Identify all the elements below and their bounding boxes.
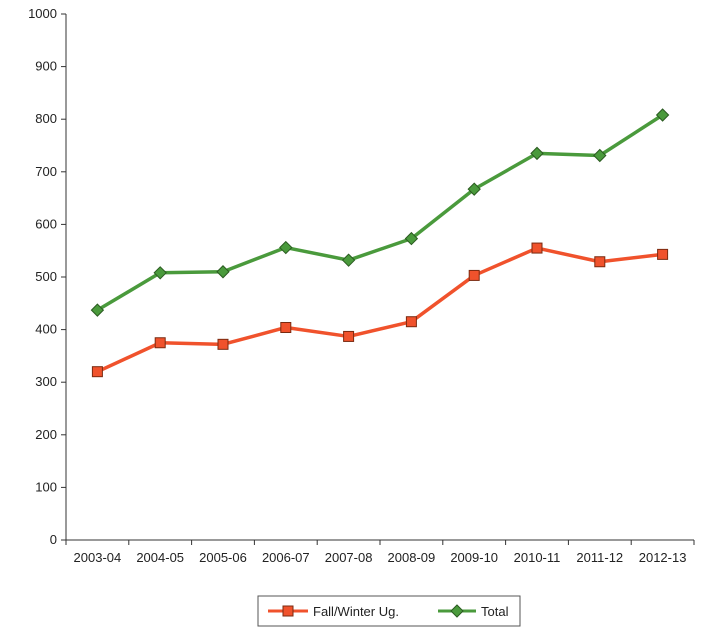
data-point-square — [657, 248, 669, 260]
data-point-diamond — [404, 231, 419, 246]
data-point-diamond — [90, 303, 105, 317]
series-line-1 — [96, 113, 664, 312]
y-tick-label: 0 — [50, 532, 57, 547]
data-point-square — [154, 337, 166, 349]
data-point-square — [405, 316, 417, 328]
data-point-square — [594, 256, 606, 268]
y-tick-label: 500 — [35, 269, 57, 284]
data-point-diamond — [153, 266, 167, 280]
y-tick-label: 200 — [35, 427, 57, 442]
x-tick-label: 2012-13 — [639, 550, 687, 565]
x-tick-label: 2004-05 — [136, 550, 184, 565]
data-point-square — [217, 338, 229, 350]
y-tick-label: 600 — [35, 216, 57, 231]
y-tick-labels: 0 100 200 300 400 500 600 700 800 900 1000 — [28, 6, 57, 547]
data-point-square — [280, 321, 292, 333]
data-point-square — [531, 242, 543, 254]
x-tick-label: 2011-12 — [576, 550, 623, 565]
y-tick-label: 800 — [35, 111, 57, 126]
y-tick-label: 300 — [35, 374, 57, 389]
data-point-diamond — [530, 146, 544, 161]
y-tick-label: 1000 — [28, 6, 57, 21]
data-point-diamond — [216, 265, 230, 279]
legend-marker-fall-winter — [282, 605, 294, 617]
data-point-diamond — [279, 240, 293, 255]
x-tick-label: 2007-08 — [325, 550, 373, 565]
x-tick-label: 2009-10 — [450, 550, 498, 565]
series-line-0 — [96, 246, 663, 374]
x-tick-label: 2006-07 — [262, 550, 310, 565]
data-point-diamond — [341, 253, 356, 267]
data-point-diamond — [593, 148, 607, 163]
y-tick-label: 100 — [35, 479, 57, 494]
legend: Fall/Winter Ug. Total — [257, 595, 521, 627]
x-tick-label: 2005-06 — [199, 550, 247, 565]
y-tick-label: 400 — [35, 322, 57, 337]
legend-label-total: Total — [481, 604, 509, 619]
legend-label-fall-winter: Fall/Winter Ug. — [313, 604, 399, 619]
x-tick-label: 2003-04 — [74, 550, 122, 565]
data-point-square — [468, 269, 480, 281]
y-tick-label: 900 — [35, 59, 57, 74]
data-point-square — [343, 330, 355, 342]
x-tick-labels: 2003-04 2004-05 2005-06 2006-07 2007-08 2008-… — [74, 550, 687, 565]
x-tick-label: 2010-11 — [514, 550, 561, 565]
chart-axes — [61, 13, 695, 545]
y-tick-label: 700 — [35, 164, 57, 179]
data-point-diamond — [467, 182, 481, 196]
data-point-square — [91, 366, 103, 378]
chart-series — [90, 108, 670, 378]
data-point-diamond — [655, 108, 670, 122]
legend-marker-total — [450, 604, 464, 618]
x-tick-label: 2008-09 — [388, 550, 436, 565]
